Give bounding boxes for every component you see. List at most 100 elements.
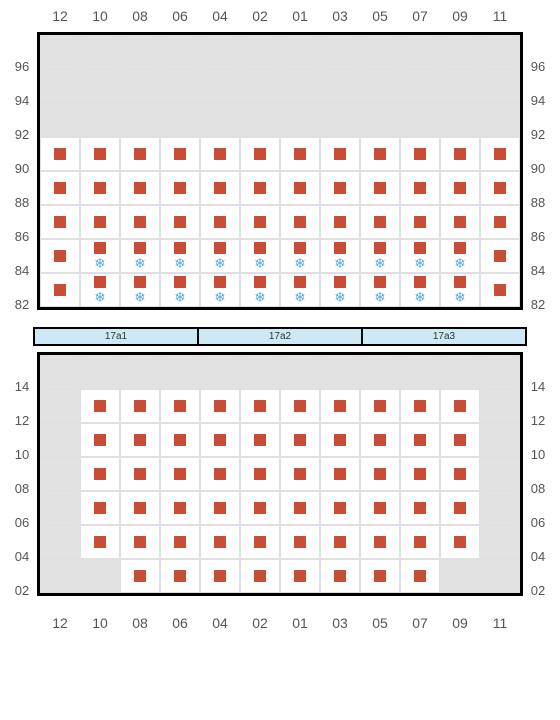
rack-cell[interactable] [240,525,280,559]
rack-cell[interactable] [480,69,520,103]
rack-cell[interactable] [440,525,480,559]
rack-cell[interactable] [400,171,440,205]
rack-cell[interactable] [80,171,120,205]
rack-cell[interactable] [120,389,160,423]
rack-cell[interactable] [480,389,520,423]
rack-cell[interactable] [360,559,400,593]
rack-cell[interactable] [200,137,240,171]
rack-cell[interactable] [280,103,320,137]
rack-cell[interactable] [120,559,160,593]
rack-cell[interactable] [440,35,480,69]
rack-cell[interactable] [280,69,320,103]
rack-cell[interactable] [40,423,80,457]
rack-cell[interactable] [200,559,240,593]
rack-cell[interactable]: ❄ [280,239,320,273]
rack-cell[interactable] [120,171,160,205]
rack-cell[interactable] [40,171,80,205]
rack-cell[interactable] [400,103,440,137]
rack-cell[interactable] [480,205,520,239]
rack-cell[interactable]: ❄ [400,273,440,307]
rack-cell[interactable]: ❄ [400,239,440,273]
rack-cell[interactable] [40,491,80,525]
rack-cell[interactable] [240,355,280,389]
rack-cell[interactable] [40,239,80,273]
rack-cell[interactable] [320,457,360,491]
rack-cell[interactable] [200,171,240,205]
rack-cell[interactable]: ❄ [440,239,480,273]
rack-cell[interactable] [400,137,440,171]
rack-cell[interactable] [320,171,360,205]
rack-cell[interactable] [360,355,400,389]
rack-cell[interactable] [480,491,520,525]
rack-cell[interactable] [80,205,120,239]
rack-cell[interactable]: ❄ [80,239,120,273]
rack-cell[interactable] [40,389,80,423]
rack-cell[interactable] [440,423,480,457]
rack-cell[interactable] [160,35,200,69]
rack-cell[interactable] [400,525,440,559]
rack-cell[interactable] [400,355,440,389]
rack-cell[interactable] [80,525,120,559]
rack-cell[interactable] [80,389,120,423]
rack-cell[interactable]: ❄ [120,273,160,307]
rack-cell[interactable] [480,355,520,389]
rack-cell[interactable] [120,525,160,559]
rack-cell[interactable] [320,389,360,423]
rack-cell[interactable] [280,171,320,205]
rack-cell[interactable] [200,103,240,137]
rack-cell[interactable] [240,171,280,205]
rack-cell[interactable] [120,205,160,239]
rack-cell[interactable] [120,457,160,491]
rack-cell[interactable]: ❄ [320,239,360,273]
rack-cell[interactable] [240,491,280,525]
rack-cell[interactable] [120,35,160,69]
rack-cell[interactable] [40,355,80,389]
rack-cell[interactable] [400,389,440,423]
rack-cell[interactable] [440,389,480,423]
rack-cell[interactable] [280,205,320,239]
rack-cell[interactable] [40,205,80,239]
rack-cell[interactable] [440,491,480,525]
rack-cell[interactable] [480,171,520,205]
rack-cell[interactable]: ❄ [120,239,160,273]
rack-cell[interactable] [440,69,480,103]
rack-cell[interactable] [40,69,80,103]
rack-cell[interactable] [160,389,200,423]
rack-cell[interactable] [160,457,200,491]
rack-cell[interactable] [200,491,240,525]
rack-cell[interactable] [440,559,480,593]
rack-cell[interactable] [200,35,240,69]
rack-cell[interactable] [360,103,400,137]
rack-cell[interactable] [280,559,320,593]
rack-cell[interactable] [480,457,520,491]
rack-cell[interactable] [160,205,200,239]
rack-cell[interactable] [40,273,80,307]
rack-cell[interactable]: ❄ [240,273,280,307]
rack-cell[interactable] [240,103,280,137]
rack-cell[interactable] [160,491,200,525]
rack-cell[interactable] [240,559,280,593]
rack-cell[interactable] [80,457,120,491]
rack-cell[interactable] [40,457,80,491]
rack-cell[interactable] [160,525,200,559]
rack-cell[interactable] [480,137,520,171]
rack-cell[interactable] [280,423,320,457]
rack-cell[interactable] [360,525,400,559]
rack-cell[interactable] [80,355,120,389]
rack-cell[interactable] [280,491,320,525]
rack-cell[interactable] [440,457,480,491]
rack-cell[interactable] [240,457,280,491]
rack-cell[interactable] [400,69,440,103]
rack-cell[interactable] [320,423,360,457]
rack-cell[interactable] [120,423,160,457]
rack-cell[interactable] [240,205,280,239]
rack-cell[interactable] [360,389,400,423]
rack-cell[interactable]: ❄ [280,273,320,307]
rack-cell[interactable] [240,389,280,423]
rack-cell[interactable] [360,171,400,205]
rack-cell[interactable] [400,35,440,69]
rack-cell[interactable]: ❄ [200,273,240,307]
rack-cell[interactable] [320,525,360,559]
rack-cell[interactable] [120,491,160,525]
rack-cell[interactable] [360,205,400,239]
